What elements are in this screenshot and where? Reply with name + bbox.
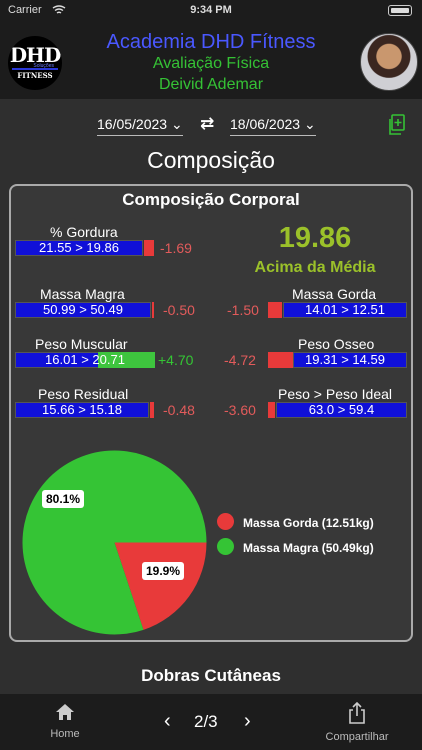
- massa-gorda-bar: [283, 302, 407, 318]
- legend-magra: Massa Magra (50.49kg): [243, 541, 374, 555]
- status-bar: Carrier 9:34 PM: [0, 4, 422, 18]
- date-from-select[interactable]: 16/05/2023 ⌄: [97, 116, 183, 136]
- assessment-subtitle: Avaliação Física: [152, 55, 270, 72]
- legend-dot-magra: [217, 538, 234, 555]
- peso-ideal-value: 63.0 > 59.4: [308, 402, 375, 417]
- tab-bar: [0, 694, 422, 750]
- card-title: Composição Corporal: [122, 190, 300, 209]
- massa-magra-value: 50.99 > 50.49: [43, 302, 123, 317]
- massa-gorda-delta-bar: [268, 302, 282, 318]
- pager: ‹ 2/3 ›: [160, 710, 260, 736]
- massa-magra-bar: [15, 302, 151, 318]
- peso-muscular-label: Peso Muscular: [35, 336, 128, 352]
- fat-percent-value: 19.86: [278, 222, 352, 254]
- massa-magra-label: Massa Magra: [40, 286, 125, 302]
- student-name: Deivid Ademar: [158, 76, 264, 93]
- peso-muscular-value: 16.01 > 20.71: [45, 352, 125, 367]
- peso-residual-delta-bar: [150, 402, 154, 418]
- wifi-icon: [52, 5, 66, 14]
- composition-pie-chart: [22, 450, 207, 635]
- pie-label-gorda: 19.9%: [142, 562, 185, 580]
- tab-home-label: Home: [50, 728, 80, 740]
- battery-icon: [388, 5, 412, 16]
- massa-magra-delta-bar: [152, 302, 154, 318]
- peso-osseo-label: Peso Osseo: [298, 336, 375, 352]
- peso-muscular-delta-bar: [98, 352, 155, 368]
- academy-logo: DHD Soluções FITNESS: [8, 36, 62, 90]
- gordura-value: 21.55 > 19.86: [39, 240, 119, 255]
- legend-gorda: Massa Gorda (12.51kg): [243, 516, 374, 530]
- add-document-icon[interactable]: [388, 114, 406, 136]
- tab-share-label: Compartilhar: [325, 731, 389, 743]
- academy-title: Academia DHD Fítness: [106, 31, 316, 53]
- gordura-delta-bar: [144, 240, 154, 256]
- peso-residual-label: Peso Residual: [38, 386, 129, 402]
- avatar[interactable]: [360, 33, 418, 91]
- gordura-label: % Gordura: [50, 224, 118, 240]
- massa-magra-delta: -0.50: [163, 302, 195, 318]
- tab-home[interactable]: Home: [40, 703, 90, 740]
- peso-ideal-delta: -3.60: [224, 402, 256, 418]
- peso-osseo-value: 19.31 > 14.59: [305, 352, 385, 367]
- gordura-bar: [15, 240, 143, 256]
- legend-dot-gorda: [217, 513, 234, 530]
- chevron-left-icon[interactable]: ‹: [164, 710, 171, 732]
- carrier-label: Carrier: [8, 4, 42, 16]
- peso-residual-delta: -0.48: [163, 402, 195, 418]
- status-time: 9:34 PM: [190, 4, 232, 16]
- massa-gorda-label: Massa Gorda: [292, 286, 377, 302]
- pie-label-magra: 80.1%: [42, 490, 85, 508]
- swap-dates-icon[interactable]: ⇄: [200, 114, 215, 133]
- peso-osseo-delta: -4.72: [224, 352, 256, 368]
- peso-osseo-delta-bar: [268, 352, 293, 368]
- fat-status: Acima da Média: [254, 259, 376, 276]
- peso-muscular-delta: +4.70: [158, 352, 194, 368]
- next-section-title: Dobras Cutâneas: [141, 666, 281, 685]
- date-to-select[interactable]: 18/06/2023 ⌄: [230, 116, 316, 136]
- share-icon: [349, 701, 365, 724]
- massa-gorda-delta: -1.50: [227, 302, 259, 318]
- home-icon: [56, 704, 74, 720]
- app-header: [0, 0, 422, 99]
- massa-gorda-value: 14.01 > 12.51: [305, 302, 385, 317]
- page-indicator: 2/3: [194, 712, 218, 731]
- chevron-right-icon[interactable]: ›: [244, 710, 251, 732]
- tab-share[interactable]: Compartilhar: [314, 701, 400, 743]
- peso-residual-value: 15.66 > 15.18: [42, 402, 122, 417]
- peso-ideal-bar: [276, 402, 407, 418]
- section-title: Composição: [147, 147, 275, 173]
- peso-osseo-bar: [293, 352, 407, 368]
- peso-ideal-label: Peso > Peso Ideal: [278, 386, 393, 402]
- peso-residual-bar: [15, 402, 149, 418]
- gordura-delta: -1.69: [160, 240, 192, 256]
- peso-ideal-delta-bar: [268, 402, 275, 418]
